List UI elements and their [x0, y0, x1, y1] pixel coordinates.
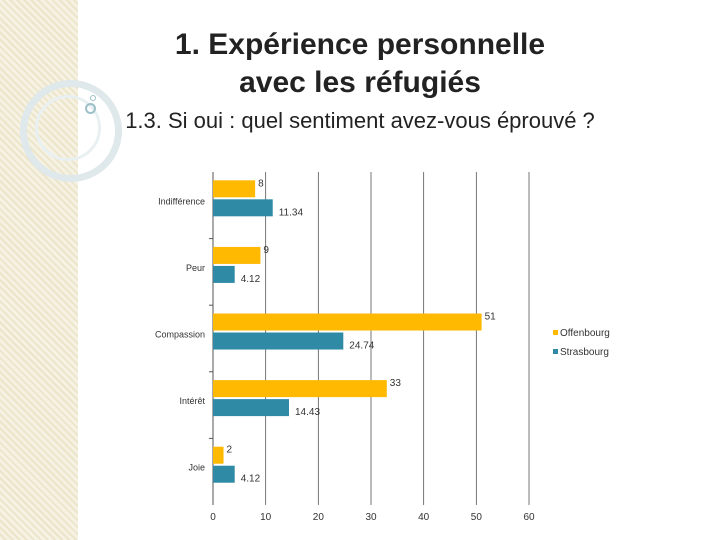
- data-label: 4.12: [241, 474, 261, 485]
- decorative-small-circle-icon: [90, 95, 96, 101]
- title-line-2: avec les réfugiés: [239, 66, 481, 99]
- bar-strasbourg-joie: [213, 465, 235, 483]
- category-label: Compassion: [155, 330, 205, 340]
- category-label: Joie: [188, 463, 205, 473]
- category-label: Indifférence: [158, 196, 205, 206]
- data-label: 4.12: [241, 274, 261, 285]
- bar-offenbourg-compassion: [213, 313, 482, 331]
- title-line-1: 1. Expérience personnelle: [174, 28, 546, 61]
- x-tick-label: 10: [260, 512, 272, 523]
- x-tick-label: 30: [365, 512, 377, 523]
- data-label: 24.74: [349, 341, 374, 352]
- x-tick-label: 0: [210, 512, 216, 523]
- bar-strasbourg-intérêt: [213, 399, 289, 417]
- data-label: 51: [485, 312, 497, 323]
- bar-offenbourg-intérêt: [213, 380, 387, 398]
- legend-swatch-strasbourg: [553, 349, 558, 354]
- data-label: 11.34: [279, 207, 304, 218]
- data-label: 14.43: [295, 407, 320, 418]
- bar-offenbourg-indifférence: [213, 180, 256, 198]
- x-tick-label: 40: [418, 512, 430, 523]
- data-label: 33: [390, 378, 402, 389]
- bar-strasbourg-compassion: [213, 332, 344, 350]
- x-tick-label: 50: [471, 512, 483, 523]
- decorative-ring: [20, 80, 122, 182]
- category-label: Peur: [186, 263, 205, 273]
- bar-strasbourg-peur: [213, 265, 235, 283]
- data-label: 9: [263, 245, 269, 256]
- category-label: Intérêt: [179, 396, 205, 406]
- data-label: 2: [227, 445, 233, 456]
- decorative-circle-icon: [85, 103, 96, 114]
- bar-offenbourg-peur: [213, 246, 261, 264]
- x-tick-label: 60: [523, 512, 535, 523]
- legend-label-offenbourg: Offenbourg: [560, 328, 610, 339]
- x-tick-label: 20: [313, 512, 325, 523]
- legend-label-strasbourg: Strasbourg: [560, 347, 609, 358]
- bar-strasbourg-indifférence: [213, 199, 273, 217]
- legend-swatch-offenbourg: [553, 330, 558, 335]
- slide-subtitle: 1.3. Si oui : quel sentiment avez-vous é…: [125, 108, 595, 133]
- decorative-ring-inner: [35, 95, 101, 161]
- bar-offenbourg-joie: [213, 446, 224, 464]
- data-label: 8: [258, 178, 264, 189]
- slide-title: 1. Expérience personnelle avec les réfug…: [0, 26, 720, 102]
